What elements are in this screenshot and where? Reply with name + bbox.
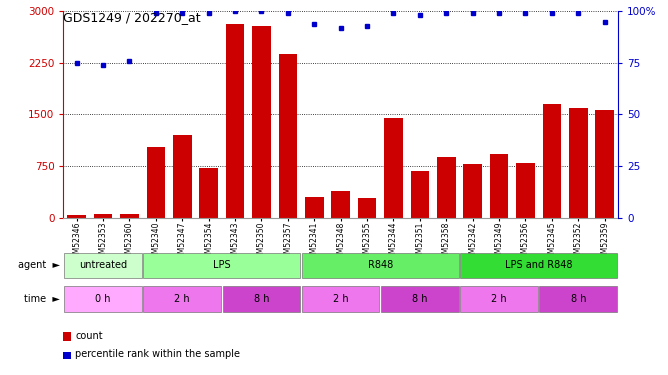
Text: untreated: untreated (79, 260, 127, 270)
Bar (516, 163, 534, 218)
Bar (569, 108, 588, 218)
Bar (144, 286, 221, 312)
Bar (540, 286, 617, 312)
Bar (595, 110, 614, 218)
Text: LPS: LPS (213, 260, 230, 270)
Bar (64, 286, 142, 312)
Bar (490, 154, 508, 218)
Bar (358, 198, 376, 217)
Text: 8 h: 8 h (412, 294, 428, 304)
Bar (437, 157, 456, 218)
Text: 2 h: 2 h (491, 294, 507, 304)
Text: R848: R848 (367, 260, 393, 270)
Bar (302, 253, 459, 278)
Text: 8 h: 8 h (254, 294, 269, 304)
Bar (120, 214, 139, 217)
Bar (460, 286, 538, 312)
Text: 0 h: 0 h (96, 294, 111, 304)
Bar (67, 215, 86, 217)
Bar (144, 253, 301, 278)
Bar (94, 214, 112, 217)
Bar (222, 286, 301, 312)
Bar (279, 54, 297, 217)
Text: agent  ►: agent ► (18, 260, 60, 270)
Text: time  ►: time ► (24, 294, 60, 304)
Bar (200, 168, 218, 217)
Bar (542, 104, 561, 218)
Text: 2 h: 2 h (174, 294, 190, 304)
Text: 2 h: 2 h (333, 294, 349, 304)
Bar (64, 253, 142, 278)
Bar (302, 286, 379, 312)
Text: count: count (75, 331, 103, 340)
Text: 8 h: 8 h (570, 294, 586, 304)
Bar (226, 24, 244, 217)
Bar (384, 118, 403, 218)
Bar (173, 135, 192, 218)
Bar (146, 147, 165, 218)
Bar (305, 197, 323, 217)
Text: GDS1249 / 202270_at: GDS1249 / 202270_at (63, 11, 201, 24)
Bar (464, 164, 482, 218)
Text: percentile rank within the sample: percentile rank within the sample (75, 350, 240, 359)
Bar (411, 171, 429, 217)
Bar (253, 26, 271, 218)
Bar (381, 286, 459, 312)
Bar (331, 191, 350, 217)
Text: LPS and R848: LPS and R848 (505, 260, 572, 270)
Bar (460, 253, 617, 278)
